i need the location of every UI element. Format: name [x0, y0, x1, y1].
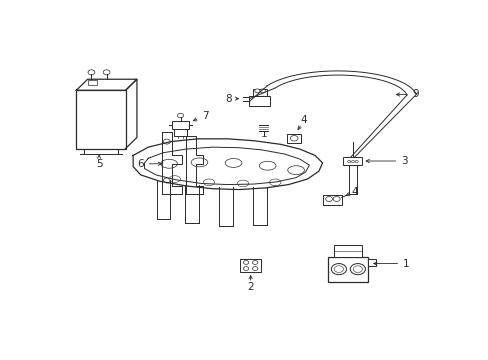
Bar	[253, 89, 266, 96]
Ellipse shape	[191, 158, 207, 167]
Ellipse shape	[254, 89, 260, 93]
Text: 1: 1	[402, 258, 408, 269]
Ellipse shape	[290, 135, 297, 141]
Ellipse shape	[243, 267, 248, 270]
Text: 6: 6	[137, 159, 144, 169]
Bar	[327, 257, 367, 282]
Text: 8: 8	[225, 94, 232, 104]
Ellipse shape	[252, 267, 257, 270]
Text: 2: 2	[247, 282, 253, 292]
Bar	[367, 260, 375, 266]
Ellipse shape	[203, 179, 214, 186]
Bar	[333, 245, 362, 257]
Bar	[174, 129, 186, 135]
Text: 5: 5	[96, 159, 102, 169]
Bar	[240, 258, 261, 272]
Ellipse shape	[177, 113, 183, 118]
Ellipse shape	[334, 266, 343, 273]
Ellipse shape	[332, 197, 339, 202]
Ellipse shape	[349, 264, 365, 275]
Bar	[287, 134, 301, 143]
Bar	[76, 90, 125, 149]
Ellipse shape	[353, 266, 362, 273]
Ellipse shape	[331, 264, 346, 275]
Ellipse shape	[163, 139, 170, 144]
Ellipse shape	[237, 180, 248, 187]
Ellipse shape	[269, 179, 280, 186]
Ellipse shape	[161, 159, 177, 168]
Ellipse shape	[252, 261, 257, 264]
Text: 4: 4	[351, 186, 357, 197]
Text: 7: 7	[202, 111, 208, 121]
Text: 4: 4	[300, 115, 306, 125]
Text: 9: 9	[411, 90, 418, 99]
Bar	[249, 96, 270, 105]
Ellipse shape	[169, 176, 180, 183]
Ellipse shape	[325, 197, 332, 202]
Ellipse shape	[88, 70, 95, 75]
Ellipse shape	[225, 158, 242, 167]
Ellipse shape	[259, 161, 275, 170]
Ellipse shape	[351, 161, 354, 163]
Ellipse shape	[347, 161, 350, 163]
Bar	[172, 121, 188, 129]
Bar	[343, 157, 362, 165]
Ellipse shape	[103, 70, 110, 75]
Ellipse shape	[163, 178, 170, 183]
Ellipse shape	[243, 261, 248, 264]
Ellipse shape	[287, 166, 304, 175]
Bar	[322, 195, 341, 205]
Ellipse shape	[260, 89, 265, 93]
Text: 3: 3	[400, 156, 407, 166]
Ellipse shape	[354, 161, 358, 163]
Bar	[87, 80, 97, 85]
